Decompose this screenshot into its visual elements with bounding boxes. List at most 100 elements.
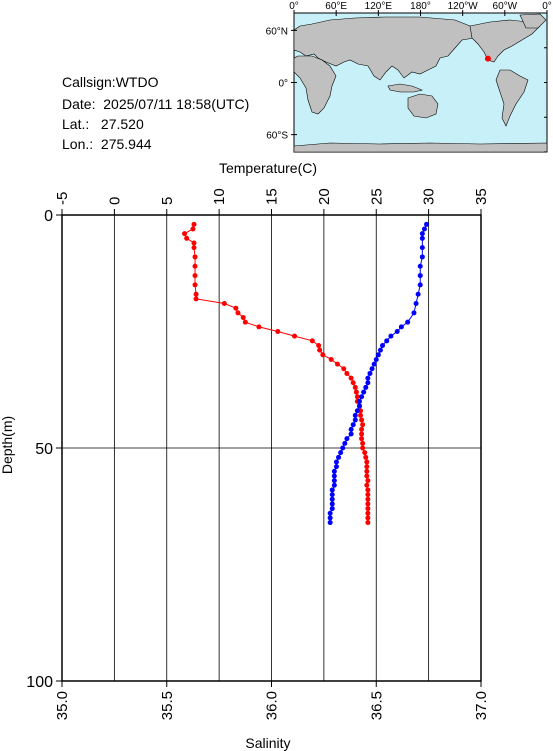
salinity-data-point: [354, 408, 360, 414]
temperature-data-point: [192, 263, 198, 269]
salinity-data-point: [344, 436, 350, 442]
salinity-data-point: [424, 221, 430, 227]
temperature-data-point: [309, 338, 315, 344]
temperature-profile-line: [183, 224, 369, 523]
temperature-tick-label: 15: [264, 188, 281, 205]
depth-tick-label: 0: [44, 208, 53, 225]
salinity-data-point: [419, 231, 425, 237]
map-lon-label: 180°: [410, 1, 431, 12]
map-lon-label: 60°W: [493, 1, 518, 12]
salinity-tick-label: 36.5: [368, 691, 385, 720]
map-land-north-america: [469, 19, 541, 63]
temperature-data-point: [353, 389, 359, 395]
temperature-data-point: [193, 296, 199, 302]
salinity-data-point: [329, 487, 335, 493]
temperature-data-point: [365, 496, 371, 502]
salinity-data-point: [419, 245, 425, 251]
salinity-data-point: [333, 464, 339, 470]
salinity-data-point: [419, 235, 425, 241]
temperature-data-point: [365, 506, 371, 512]
salinity-data-point: [365, 375, 371, 381]
salinity-data-point: [417, 282, 423, 288]
temperature-data-point: [191, 240, 197, 246]
map-lat-label: 60°S: [266, 131, 288, 142]
temperature-data-point: [365, 478, 371, 484]
lon-value: 275.944: [100, 136, 152, 152]
temperature-data-point: [192, 254, 198, 260]
map-land-antarctica: [294, 142, 547, 152]
salinity-data-point: [327, 515, 333, 521]
temperature-data-point: [350, 380, 356, 386]
temperature-axis-label: Temperature(C): [219, 160, 317, 176]
temperature-data-point: [316, 342, 322, 348]
salinity-data-point: [329, 492, 335, 498]
callsign-line: Callsign:WTDO: [62, 73, 158, 91]
map-land-australia: [407, 93, 439, 119]
lon-label: Lon.:: [62, 136, 94, 152]
salinity-data-point: [421, 226, 427, 232]
salinity-data-point: [329, 501, 335, 507]
salinity-data-point: [331, 473, 337, 479]
temperature-data-point: [363, 454, 369, 460]
salinity-tick-label: 35.5: [159, 691, 176, 720]
map-lon-label: 120°E: [365, 1, 393, 12]
salinity-data-point: [373, 356, 379, 362]
salinity-data-point: [331, 478, 337, 484]
temperature-data-point: [182, 231, 188, 237]
salinity-data-point: [415, 291, 421, 297]
salinity-data-point: [329, 506, 335, 512]
map-lat-label: 60°N: [266, 26, 288, 37]
temperature-tick-label: 10: [211, 188, 228, 205]
temperature-data-point: [190, 226, 196, 232]
map-lat-label: 0°: [278, 79, 288, 90]
temperature-tick-label: 5: [159, 197, 176, 205]
date-value: 2025/07/11 18:58(UTC): [103, 96, 250, 112]
temperature-data-point: [364, 464, 370, 470]
salinity-data-point: [359, 394, 365, 400]
salinity-data-point: [417, 263, 423, 269]
temperature-data-point: [233, 305, 239, 311]
temperature-data-point: [360, 445, 366, 451]
salinity-data-point: [405, 319, 411, 325]
map-land-africa: [294, 55, 337, 115]
depth-axis-label: Depth(m): [0, 416, 15, 474]
salinity-tick-label: 36.0: [264, 691, 281, 720]
temperature-data-point: [352, 384, 358, 390]
temperature-data-point: [364, 473, 370, 479]
temperature-tick-label: 20: [316, 188, 333, 205]
salinity-tick-label: 35.0: [54, 691, 71, 720]
temperature-data-point: [365, 487, 371, 493]
salinity-data-point: [352, 417, 358, 423]
temperature-data-point: [235, 310, 241, 316]
callsign-label: Callsign:: [62, 74, 116, 90]
salinity-data-point: [367, 370, 373, 376]
salinity-data-point: [394, 329, 400, 334]
temperature-data-point: [344, 370, 350, 376]
salinity-data-point: [417, 273, 423, 279]
temperature-data-point: [354, 394, 360, 400]
temperature-tick-label: -5: [54, 192, 71, 205]
depth-tick-label: 50: [35, 441, 53, 458]
lat-label: Lat.:: [62, 116, 90, 132]
map-lon-label: 60°E: [325, 1, 347, 12]
salinity-data-point: [340, 445, 346, 451]
salinity-data-point: [350, 422, 356, 428]
temperature-data-point: [341, 366, 347, 372]
map-land-indonesia: [387, 83, 423, 93]
temperature-data-point: [256, 324, 262, 330]
temperature-data-point: [359, 436, 365, 442]
map-land-greenland: [519, 13, 547, 29]
salinity-data-point: [388, 333, 394, 339]
salinity-data-point: [369, 366, 375, 372]
temperature-data-point: [221, 301, 227, 307]
map-station-marker: [484, 55, 491, 62]
temperature-data-point: [359, 417, 365, 423]
salinity-data-point: [333, 459, 339, 465]
temperature-data-point: [275, 329, 281, 334]
temperature-data-point: [320, 352, 326, 358]
temperature-data-point: [364, 482, 370, 488]
temperature-tick-label: 35: [473, 188, 490, 205]
salinity-data-point: [342, 440, 348, 446]
lon-line: Lon.: 275.944: [62, 135, 152, 153]
